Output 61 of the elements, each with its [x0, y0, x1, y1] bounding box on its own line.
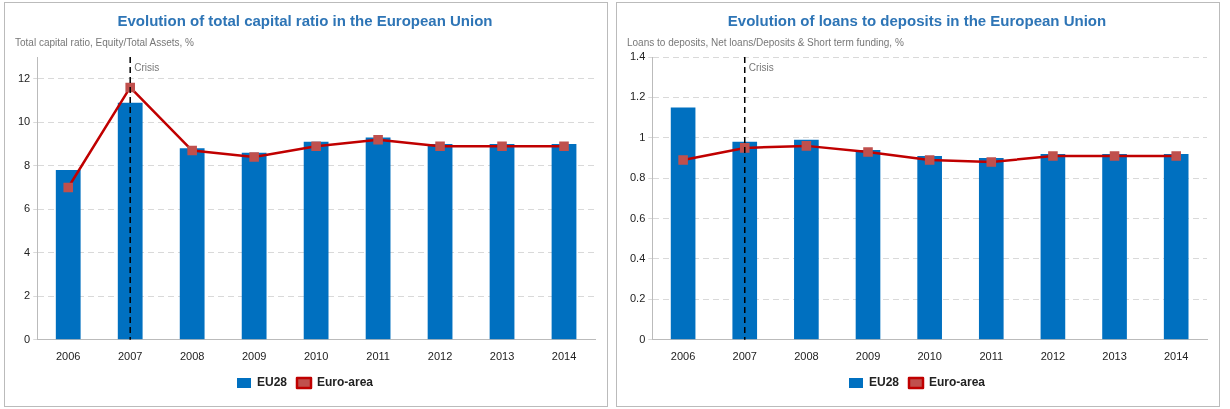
bar [365, 137, 391, 340]
y-tick-label: 1.4 [629, 50, 646, 63]
x-tick-label: 2012 [1040, 350, 1066, 363]
bar [241, 152, 267, 340]
legend-label: Euro-area [317, 375, 374, 390]
bar [670, 107, 696, 340]
x-tick-label: 2014 [551, 350, 577, 363]
bar [55, 170, 81, 340]
bar [1040, 153, 1066, 340]
bar [179, 148, 205, 340]
x-tick-label: 2010 [917, 350, 942, 363]
y-tick-label: 0 [24, 332, 31, 345]
x-tick-label: 2007 [732, 350, 757, 363]
x-tick-label: 2013 [489, 350, 515, 363]
bar [489, 144, 515, 340]
y-tick-label: 0.4 [629, 252, 646, 265]
y-tick-label: 1.2 [629, 90, 646, 103]
y-tick-label: 6 [24, 202, 31, 215]
y-tick-label: 0.8 [629, 171, 646, 184]
x-tick-label: 2007 [117, 350, 143, 363]
y-tick-label: 10 [17, 115, 31, 128]
x-tick-label: 2014 [1163, 350, 1189, 363]
bar [427, 144, 453, 340]
bar [978, 158, 1004, 340]
x-tick-label: 2010 [303, 350, 329, 363]
y-tick-label: 0.2 [629, 292, 646, 305]
bar [917, 155, 942, 340]
y-tick-label: 0 [639, 332, 646, 345]
chart-subtitle: Total capital ratio, Equity/Total Assets, % [15, 36, 195, 48]
x-tick-label: 2008 [794, 350, 819, 363]
bar [794, 139, 819, 340]
bar [551, 144, 577, 340]
bar [732, 141, 758, 340]
bar [1163, 153, 1189, 340]
legend-label: EU28 [868, 375, 900, 390]
chart-title: Evolution of total capital ratio in the European Union [117, 12, 493, 30]
x-tick-label: 2009 [241, 350, 267, 363]
x-tick-label: 2006 [670, 350, 696, 363]
x-tick-label: 2011 [366, 350, 390, 363]
x-tick-label: 2013 [1102, 350, 1127, 363]
x-tick-label: 2006 [55, 350, 81, 363]
bar [1102, 153, 1127, 340]
chart-title: Evolution of loans to deposits in the European Union [727, 12, 1107, 30]
y-tick-label: 4 [24, 245, 31, 258]
ref-line-label: Crisis [748, 61, 774, 73]
x-tick-label: 2009 [855, 350, 881, 363]
ref-line-label: Crisis [134, 61, 160, 73]
bar [855, 149, 881, 340]
x-tick-label: 2012 [427, 350, 453, 363]
chart-subtitle: Loans to deposits, Net loans/Deposits & Short term funding, % [627, 36, 904, 48]
bar [117, 102, 143, 340]
x-tick-label: 2008 [179, 350, 205, 363]
x-tick-label: 2011 [979, 350, 1004, 363]
legend-label: Euro-area [929, 375, 986, 390]
y-tick-label: 1 [639, 130, 646, 143]
y-tick-label: 0.6 [629, 211, 646, 224]
legend-label: EU28 [256, 375, 288, 390]
bar [303, 141, 329, 340]
y-tick-label: 2 [24, 289, 31, 302]
y-tick-label: 12 [17, 71, 31, 84]
y-tick-label: 8 [24, 158, 31, 171]
